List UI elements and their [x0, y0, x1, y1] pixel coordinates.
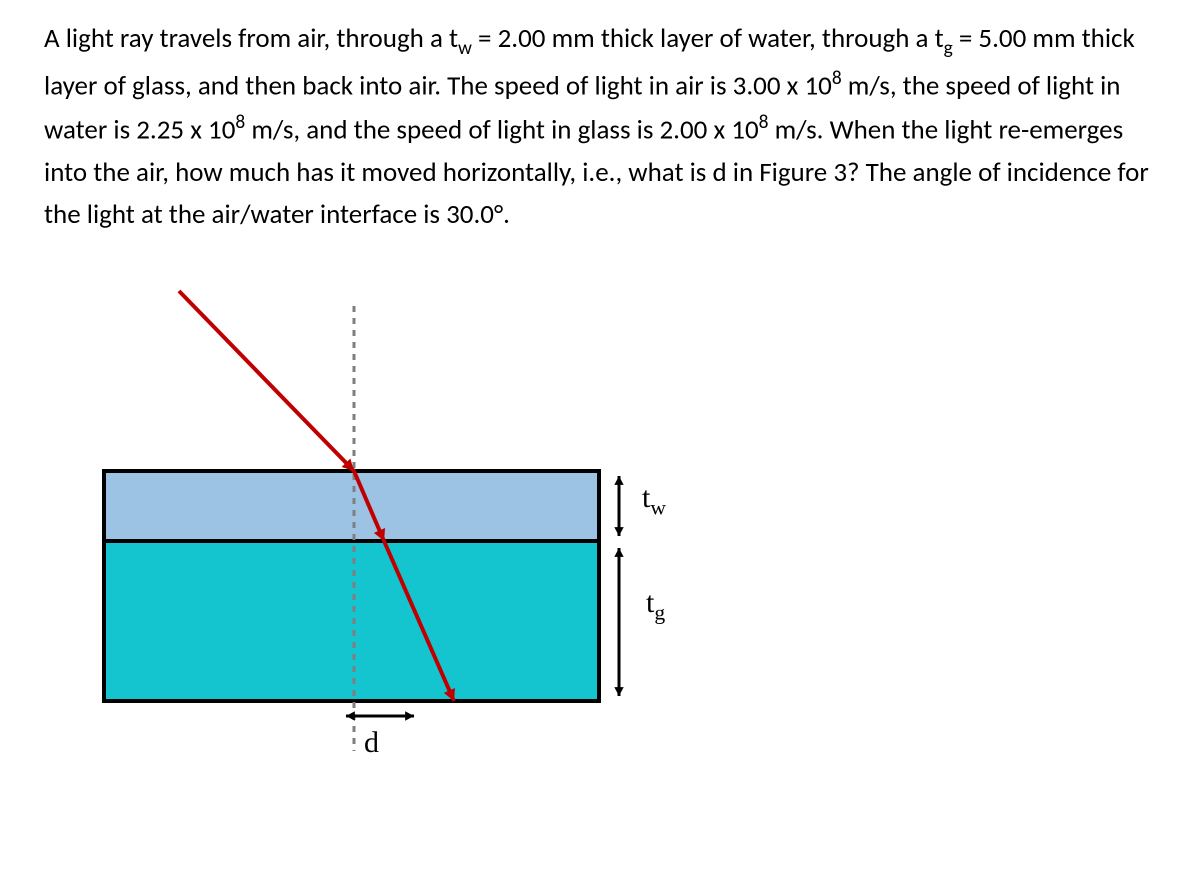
text-seg: A light ray travels from air, through a … — [44, 22, 458, 55]
figure-svg — [64, 286, 764, 766]
text-seg: m/s, and the speed of light in glass is … — [245, 114, 758, 147]
text-seg: = 2.00 mm thick layer of water, through … — [472, 22, 944, 55]
sub-g: g — [944, 36, 953, 60]
refraction-figure: tw tg d — [64, 286, 764, 766]
problem-text: A light ray travels from air, through a … — [44, 18, 1156, 236]
sup-8: 8 — [235, 110, 245, 134]
tg-label: tg — [646, 586, 665, 626]
d-label: d — [364, 726, 379, 760]
sup-8: 8 — [759, 110, 769, 134]
sup-8: 8 — [832, 66, 842, 90]
tw-label: tw — [642, 481, 666, 521]
sub-w: w — [458, 36, 472, 60]
